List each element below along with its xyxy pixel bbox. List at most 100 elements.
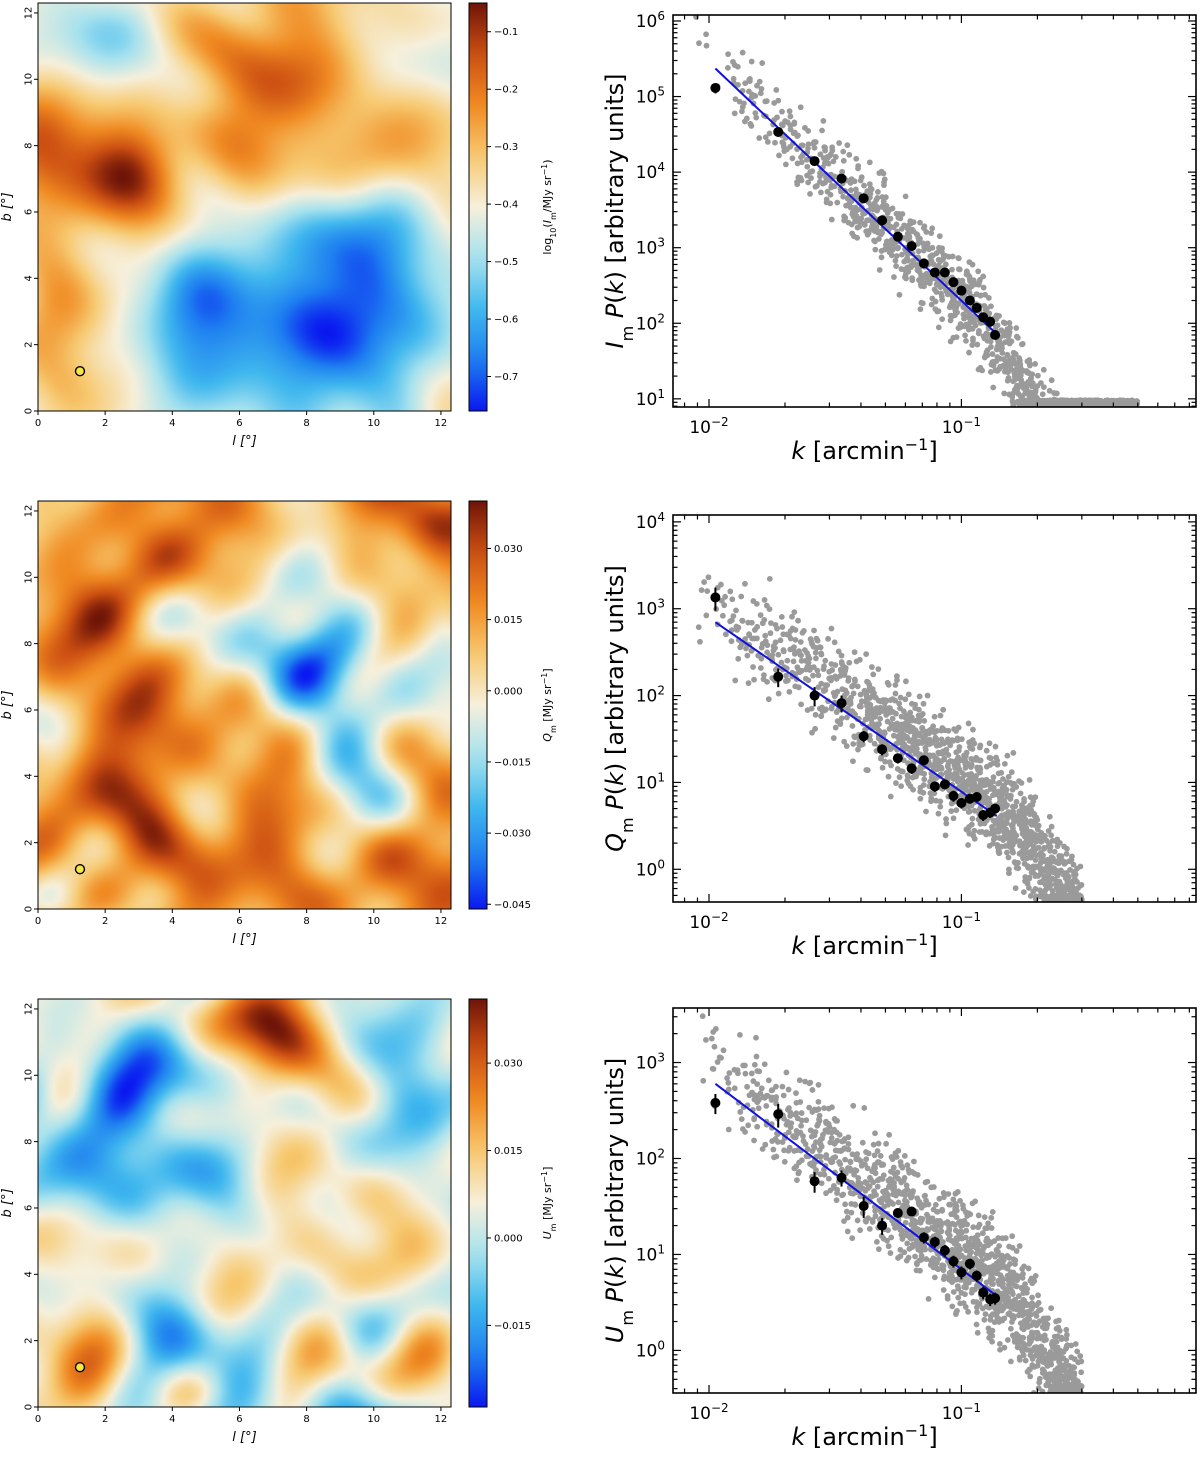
mode-point	[945, 752, 952, 758]
binned-point	[971, 791, 982, 802]
mode-point	[877, 755, 884, 762]
mode-point	[853, 155, 860, 162]
mode-point	[894, 677, 900, 684]
mode-point	[797, 104, 804, 111]
colorbar-tick-label: −0.045	[494, 900, 531, 911]
mode-point	[745, 680, 752, 687]
mode-point	[718, 597, 725, 604]
mode-point	[928, 1257, 934, 1264]
mode-point	[1022, 874, 1029, 880]
mode-point	[889, 715, 896, 722]
binned-point	[971, 302, 982, 313]
mode-point	[893, 780, 899, 786]
mode-point	[909, 226, 916, 233]
mode-point	[1008, 338, 1015, 345]
mode-point	[809, 641, 815, 647]
mode-point	[915, 248, 922, 255]
mode-point	[876, 267, 883, 273]
mode-point	[906, 234, 913, 241]
mode-point	[1056, 898, 1062, 902]
mode-point	[731, 110, 738, 117]
plot-area	[695, 574, 1085, 902]
mode-point	[804, 163, 811, 170]
binned-point	[918, 258, 929, 269]
mode-point	[822, 682, 829, 689]
mode-point	[1032, 873, 1039, 879]
mode-point	[1025, 1265, 1032, 1272]
mode-point	[1009, 1291, 1016, 1297]
mode-point	[872, 1208, 879, 1214]
mode-point	[963, 337, 969, 344]
mode-point	[829, 144, 836, 151]
mode-point	[1040, 857, 1047, 863]
mode-point	[1048, 1305, 1055, 1312]
mode-point	[902, 1219, 909, 1226]
mode-point	[1056, 853, 1063, 859]
mode-point	[773, 87, 780, 93]
mode-point	[1041, 897, 1048, 902]
mode-point	[912, 1253, 918, 1260]
mode-point	[898, 713, 905, 720]
mode-point	[831, 639, 838, 646]
map-ytick-label: 10	[24, 73, 35, 86]
mode-point	[755, 1095, 762, 1102]
mode-point	[1049, 887, 1056, 894]
mode-point	[1045, 828, 1052, 834]
mode-point	[1061, 860, 1068, 867]
mode-point	[953, 303, 960, 310]
mode-point	[979, 1230, 986, 1237]
mode-point	[823, 1190, 829, 1197]
mode-point	[1066, 400, 1073, 407]
mode-point	[877, 1153, 884, 1159]
mode-point	[732, 677, 739, 684]
mode-point	[1013, 333, 1020, 340]
mode-point	[996, 365, 1003, 372]
mode-point	[889, 205, 896, 212]
map-xlabel: l [°]	[232, 434, 256, 449]
mode-point	[792, 683, 799, 690]
mode-point	[1005, 773, 1012, 780]
mode-point	[772, 139, 778, 146]
mode-point	[1048, 377, 1055, 384]
mode-point	[1040, 1367, 1047, 1374]
mode-point	[779, 108, 785, 115]
mode-point	[1031, 846, 1038, 853]
binned-point	[877, 215, 888, 226]
mode-point	[978, 292, 984, 299]
mode-point	[845, 697, 852, 704]
mode-point	[966, 324, 973, 330]
map-ytick-label: 4	[24, 275, 35, 281]
mode-point	[987, 369, 994, 375]
mode-point	[812, 711, 819, 718]
mode-point	[820, 688, 827, 694]
mode-point	[805, 141, 812, 148]
mode-point	[996, 1319, 1002, 1325]
mode-point	[1045, 1379, 1052, 1385]
mode-point	[886, 1131, 893, 1138]
mode-point	[797, 1099, 804, 1105]
mode-point	[832, 662, 839, 668]
plot-area	[693, 15, 1141, 407]
mode-point	[1001, 1315, 1008, 1322]
mode-point	[1017, 372, 1024, 378]
mode-point	[892, 690, 899, 697]
mode-point	[962, 757, 969, 764]
mode-point	[944, 1293, 951, 1299]
mode-point	[916, 718, 922, 725]
mode-point	[989, 1332, 996, 1339]
mode-point	[887, 215, 894, 222]
mode-point	[936, 1195, 943, 1202]
x-axis-label: k [arcmin−1]	[791, 930, 937, 961]
mode-point	[978, 1252, 985, 1259]
mode-point	[887, 223, 894, 230]
mode-point	[991, 1319, 998, 1326]
mode-point	[817, 1136, 824, 1143]
mode-point	[947, 317, 954, 324]
mode-point	[745, 1122, 752, 1129]
mode-point	[803, 1117, 810, 1124]
mode-point	[968, 821, 975, 828]
mode-point	[861, 687, 868, 694]
mode-point	[928, 795, 935, 802]
mode-point	[798, 159, 805, 166]
